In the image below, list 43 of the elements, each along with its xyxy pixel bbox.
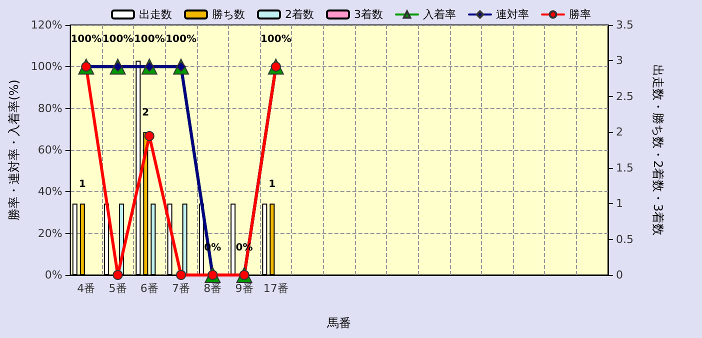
x-tick-label: 9番 bbox=[235, 282, 254, 295]
point bbox=[144, 131, 154, 142]
data-label: 100% bbox=[260, 34, 292, 46]
y2-tick-label: 2.5 bbox=[616, 90, 634, 103]
y-tick-label: 20% bbox=[38, 226, 62, 240]
legend-label: 勝ち数 bbox=[212, 8, 245, 21]
x-tick-label: 4番 bbox=[77, 282, 96, 295]
y-tick-label: 120% bbox=[30, 18, 62, 32]
legend-label: 連対率 bbox=[496, 8, 529, 21]
data-label: 100% bbox=[134, 34, 165, 46]
legend-label: 入着率 bbox=[423, 8, 456, 21]
x-tick-label: 8番 bbox=[204, 282, 222, 295]
y-tick-label: 80% bbox=[38, 102, 62, 115]
data-label: 100% bbox=[166, 34, 196, 46]
legend-label: 2着数 bbox=[285, 8, 314, 21]
legend-label: 出走数 bbox=[139, 8, 172, 21]
y2-tick-label: 2 bbox=[616, 126, 623, 139]
legend-label: 勝率 bbox=[569, 8, 591, 21]
y2-axis-title: 出走数・勝ち数・2着数・3着数 bbox=[651, 64, 665, 236]
x-tick-label: 6番 bbox=[140, 282, 158, 295]
point bbox=[112, 270, 123, 280]
y-axis-title: 勝率・連対率・入着率(%) bbox=[7, 80, 21, 220]
data-label: 100% bbox=[70, 34, 102, 46]
point bbox=[176, 270, 186, 280]
y-tick-label: 0% bbox=[44, 268, 62, 282]
data-label: 1 bbox=[78, 179, 86, 190]
y-tick-label: 100% bbox=[30, 60, 62, 74]
y-tick-label: 40% bbox=[38, 185, 62, 198]
data-label: 2 bbox=[142, 108, 150, 119]
data-label: 1 bbox=[268, 179, 276, 190]
x-tick-label: 17番 bbox=[263, 282, 288, 295]
y2-tick-label: 3 bbox=[616, 54, 623, 68]
y-tick-label: 60% bbox=[38, 144, 62, 156]
y2-tick-label: 1.5 bbox=[616, 161, 634, 174]
data-label: 100% bbox=[102, 34, 134, 46]
x-tick-label: 7番 bbox=[172, 282, 190, 295]
y2-tick-label: 0 bbox=[616, 268, 623, 282]
x-axis-title: 馬番 bbox=[326, 316, 352, 330]
y2-tick-label: 0.5 bbox=[616, 232, 634, 246]
x-tick-label: 5番 bbox=[108, 282, 127, 295]
y2-tick-label: 1 bbox=[616, 197, 623, 210]
y2-tick-label: 3.5 bbox=[616, 18, 634, 32]
legend-label: 3着数 bbox=[354, 8, 383, 21]
